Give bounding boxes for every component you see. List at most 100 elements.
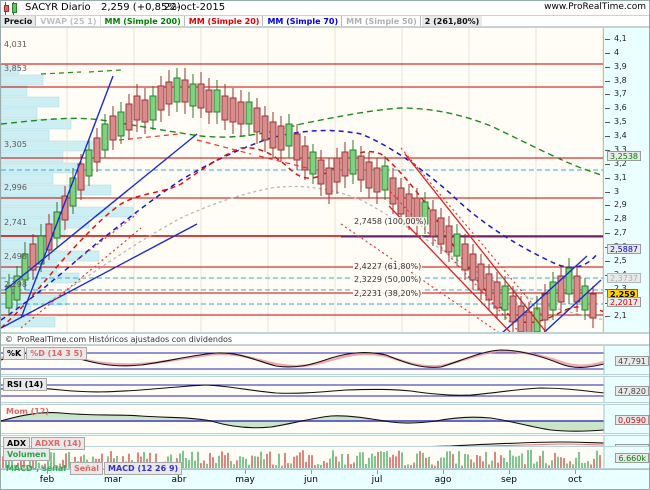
price-tick-13: 2,8 bbox=[614, 214, 627, 224]
legend-item-6[interactable]: 2 (261,80%) bbox=[421, 16, 483, 26]
price-tick-mark-14 bbox=[605, 233, 610, 235]
time-tick-7 bbox=[509, 470, 510, 474]
price-tick-mark-2 bbox=[605, 66, 610, 68]
candlestick-logo-icon bbox=[4, 2, 20, 15]
time-label-sep: sep bbox=[501, 475, 517, 485]
price-tick-mark-5 bbox=[605, 108, 610, 110]
legend-item-5[interactable]: MM (Simple 50) bbox=[343, 16, 421, 26]
copyright-icon: © bbox=[5, 335, 13, 344]
ma200-line bbox=[1, 107, 604, 177]
price-tick-mark-4 bbox=[605, 94, 610, 96]
price-level-label-5: 2,498 bbox=[4, 252, 27, 262]
price-tick-mark-3 bbox=[605, 80, 610, 82]
status-text: ProRealTime.com Históricos ajustados con… bbox=[17, 335, 233, 344]
tag-stoch-d[interactable]: %D (14 3 5) bbox=[26, 347, 87, 360]
tag-volume[interactable]: Volumen bbox=[3, 448, 51, 461]
date-label: 22-oct-2015 bbox=[164, 2, 226, 13]
pane-tag-macd[interactable]: MACD-, señal Señal MACD (12 26 9) bbox=[3, 462, 183, 475]
stoch-d-line bbox=[1, 349, 605, 368]
pane-tag-stochastic[interactable]: %K %D (14 3 5) bbox=[3, 347, 88, 360]
time-tick-8 bbox=[575, 470, 576, 474]
price-tick-3: 3,8 bbox=[614, 75, 627, 85]
legend-item-0[interactable]: Precio bbox=[1, 16, 37, 26]
price-tick-18: 2,3 bbox=[614, 283, 627, 293]
rsi-value: 47,820 bbox=[615, 386, 649, 396]
legend-item-1[interactable]: VWAP (25 1) bbox=[37, 16, 101, 26]
price-tick-mark-8 bbox=[605, 149, 610, 151]
time-label-abr: abr bbox=[171, 475, 187, 485]
price-level-label-0: 4,031 bbox=[4, 39, 27, 49]
price-tick-mark-16 bbox=[605, 260, 610, 262]
price-marker-green[interactable]: 3,2538 bbox=[607, 151, 641, 162]
fib-label-3: 2,2231 (38,20%) bbox=[353, 289, 423, 299]
price-tick-mark-12 bbox=[605, 205, 610, 207]
trend-lines-red bbox=[388, 153, 547, 332]
status-strip: © ProRealTime.com Históricos ajustados co… bbox=[1, 333, 649, 345]
price-tick-6: 3,5 bbox=[614, 117, 627, 127]
price-marker-red[interactable]: 2,2017 bbox=[607, 297, 641, 308]
price-axis-right[interactable]: 4,1 4 3,9 3,8 3,7 3,6 3,5 3,4 3,3 3,2 3,1 3 2,9 2,8 2,… bbox=[603, 28, 649, 332]
fib-label-2: 2,3229 (50,00%) bbox=[353, 275, 423, 285]
fib-label-1: 2,4227 (61,80%) bbox=[353, 261, 423, 271]
price-tick-mark-1 bbox=[605, 52, 610, 54]
price-level-label-3: 2,996 bbox=[4, 183, 27, 193]
tag-adxr[interactable]: ADXR (14) bbox=[31, 437, 86, 450]
indicator-legend-bar: Precio VWAP (25 1) MM (Simple 200) MM (Simp… bbox=[1, 16, 649, 27]
pane-momentum[interactable]: Mom (12) 0,0590 bbox=[1, 404, 649, 434]
price-tick-7: 3,4 bbox=[614, 131, 627, 141]
pane-tag-adx[interactable]: ADX ADXR (14) bbox=[3, 437, 86, 450]
price-tick-14: 2,7 bbox=[614, 228, 627, 238]
legend-item-2[interactable]: MM (Simple 200) bbox=[102, 16, 185, 26]
price-plot-area[interactable] bbox=[1, 28, 649, 332]
price-marker-gray[interactable]: 2,3737 bbox=[607, 273, 641, 284]
price-tick-8: 3,3 bbox=[614, 144, 627, 154]
time-label-oct: oct bbox=[568, 475, 582, 485]
price-level-label-2: 3,305 bbox=[4, 140, 27, 150]
tag-momentum[interactable]: Mom (12) bbox=[6, 407, 50, 416]
pane-tag-rsi[interactable]: RSI (14) bbox=[3, 378, 48, 391]
volume-value: 6.660k bbox=[615, 453, 649, 463]
price-tick-1: 4 bbox=[614, 47, 620, 57]
fib-label-0: 2,7458 (100,00%) bbox=[353, 216, 428, 226]
price-tick-12: 2,9 bbox=[614, 200, 627, 210]
time-tick-5 bbox=[377, 470, 378, 474]
legend-item-3[interactable]: MM (Simple 20) bbox=[186, 16, 264, 26]
price-tick-mark-11 bbox=[605, 191, 610, 193]
price-tick-0: 4,1 bbox=[614, 33, 627, 43]
tag-stoch-k[interactable]: %K bbox=[3, 347, 26, 360]
tag-macd[interactable]: MACD (12 26 9) bbox=[104, 462, 183, 475]
timeframe-label[interactable]: Diario bbox=[61, 2, 91, 13]
time-label-feb: feb bbox=[39, 475, 55, 485]
price-tick-mark-6 bbox=[605, 122, 610, 124]
pane-tag-volume[interactable]: Volumen bbox=[3, 448, 51, 461]
price-level-label-6: 2,298 bbox=[4, 279, 27, 289]
pane-rsi[interactable]: RSI (14) 47,820 bbox=[1, 376, 649, 403]
ma50-line bbox=[1, 185, 604, 329]
price-level-label-4: 2,741 bbox=[4, 218, 27, 228]
price-tick-mark-20 bbox=[605, 316, 610, 318]
time-label-mar: mar bbox=[104, 475, 122, 485]
site-url-label: www.ProRealTime.com bbox=[544, 2, 646, 12]
time-tick-3 bbox=[245, 470, 246, 474]
tag-macd-signal[interactable]: Señal bbox=[69, 462, 104, 475]
legend-item-4[interactable]: MM (Simple 70) bbox=[264, 16, 343, 26]
price-chart-pane[interactable]: 4,031 3,853 3,305 2,996 2,741 2,498 2,298 2,74… bbox=[1, 27, 649, 344]
price-tick-16: 2,5 bbox=[614, 255, 627, 265]
time-label-jul: jul bbox=[371, 475, 383, 485]
stochastic-value: 47,791 bbox=[615, 356, 649, 366]
time-label-may: may bbox=[235, 475, 255, 485]
price-level-label-1: 3,853 bbox=[4, 64, 27, 74]
stoch-k-line bbox=[1, 349, 605, 368]
momentum-value: 0,0590 bbox=[615, 415, 649, 425]
title-bar: SACYR Diario 2,259 (+0,85%) 22-oct-2015 … bbox=[1, 1, 649, 16]
symbol-label[interactable]: SACYR bbox=[25, 2, 59, 13]
price-marker-blue[interactable]: 2,5887 bbox=[607, 243, 641, 254]
price-tick-mark-13 bbox=[605, 219, 610, 221]
tag-macd-hist[interactable]: MACD-, señal bbox=[6, 464, 66, 473]
price-tick-5: 3,6 bbox=[614, 103, 627, 113]
price-chart-svg bbox=[1, 28, 649, 332]
pane-stochastic[interactable]: %K %D (14 3 5) 47,791 bbox=[1, 345, 649, 375]
tag-rsi[interactable]: RSI (14) bbox=[3, 378, 48, 391]
pane-tag-momentum[interactable]: Mom (12) bbox=[3, 406, 53, 417]
